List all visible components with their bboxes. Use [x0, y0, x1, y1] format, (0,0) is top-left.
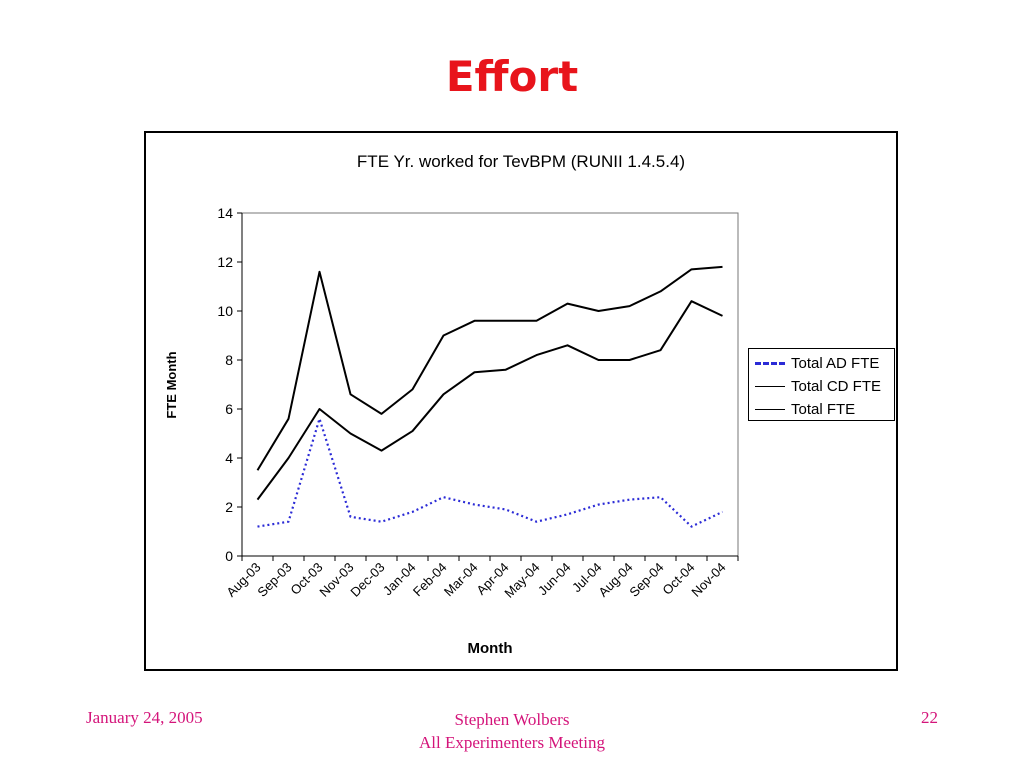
chart-title: FTE Yr. worked for TevBPM (RUNII 1.4.5.4…: [356, 152, 686, 171]
x-tick-label: Sep-03: [254, 560, 294, 600]
y-tick-label: 0: [225, 548, 233, 564]
y-tick-label: 2: [225, 499, 233, 515]
legend-swatch-ad: [755, 361, 785, 365]
y-tick-label: 12: [217, 254, 233, 270]
x-tick-label: Nov-04: [688, 560, 728, 600]
slide-title: Effort: [445, 52, 579, 101]
y-axis-label: FTE Month: [164, 351, 179, 418]
footer-author: Stephen Wolbers: [454, 710, 570, 729]
footer-date: January 24, 2005: [86, 708, 203, 727]
plot-area: [241, 212, 739, 557]
legend-label-ad: Total AD FTE: [791, 354, 880, 372]
y-tick-label: 8: [225, 352, 233, 368]
chart-frame: FTE Yr. worked for TevBPM (RUNII 1.4.5.4…: [144, 131, 898, 671]
legend-label-total: Total FTE: [791, 400, 856, 418]
legend-label-cd: Total CD FTE: [791, 377, 882, 395]
legend-swatch-cd: [755, 385, 785, 387]
footer-meeting: All Experimenters Meeting: [418, 733, 605, 752]
y-tick-label: 14: [217, 205, 233, 221]
series-line-cd-fte: [256, 300, 723, 501]
footer-page-number: 22: [921, 708, 938, 727]
chart-plot: 0 2 4 6 8 10 12 14 Aug-03Sep-03Oct-03Nov-03Dec-…: [164, 205, 739, 657]
y-tick-label: 10: [217, 303, 233, 319]
x-tick-label: Dec-03: [347, 560, 387, 600]
footer-presenter: Stephen Wolbers All Experimenters Meetin…: [0, 708, 1024, 754]
legend-item-ad: Total AD FTE: [755, 353, 879, 373]
y-tick-label: 4: [225, 450, 233, 466]
x-tick-label: Jun-04: [535, 560, 574, 599]
x-axis-label: Month: [468, 640, 513, 657]
x-tick-group: Aug-03Sep-03Oct-03Nov-03Dec-03Jan-04Feb-…: [223, 556, 739, 601]
series-line-total-fte: [256, 265, 723, 471]
series-group: [256, 265, 723, 528]
x-tick-label: Feb-04: [410, 560, 450, 600]
x-tick-label: Mar-04: [441, 560, 481, 600]
x-tick-label: May-04: [501, 560, 542, 601]
chart-legend: Total AD FTE Total CD FTE Total FTE: [748, 348, 895, 421]
series-line-ad-fte: [257, 417, 723, 528]
legend-item-total: Total FTE: [755, 399, 855, 419]
y-tick-group: 0 2 4 6 8 10 12 14: [217, 205, 242, 564]
x-tick-label: Sep-04: [626, 560, 666, 600]
legend-swatch-total: [755, 408, 785, 410]
y-tick-label: 6: [225, 401, 233, 417]
legend-item-cd: Total CD FTE: [755, 376, 881, 396]
